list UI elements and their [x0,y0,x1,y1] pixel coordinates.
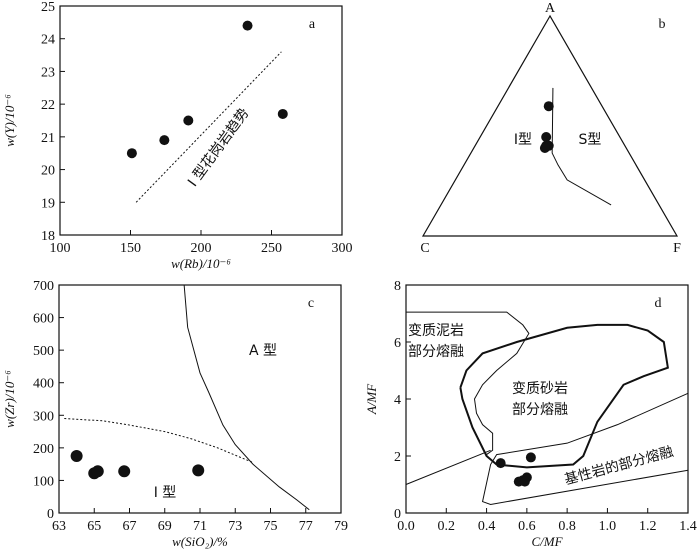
panel-label: b [659,17,666,32]
y-tick-label: 25 [41,0,55,15]
data-point [91,465,104,478]
x-tick-label: 0.4 [478,519,496,534]
vertex-label-c: C [420,241,429,256]
y-tick-label: 300 [33,409,54,424]
y-tick-label: 400 [33,377,54,392]
panel-label: c [308,296,314,311]
vertex-label-a: A [545,1,556,16]
i-type-trend-line [135,51,282,203]
y-tick-label: 4 [394,393,401,408]
data-point [519,476,530,487]
y-tick-label: 6 [394,336,401,351]
data-point [277,108,288,119]
vertex-label-f: F [673,241,681,256]
data-point [183,115,194,126]
x-tick-label: 77 [299,519,313,534]
field-label-i-type: I型 [514,132,532,148]
x-tick-label: 0.2 [438,519,456,534]
y-axis-label: A/MF [364,383,379,415]
y-tick-label: 600 [33,312,54,327]
y-tick-label: 100 [33,474,54,489]
data-point [495,458,506,469]
x-tick-label: 0.8 [558,519,576,534]
i-s-boundary-line [551,87,612,206]
x-tick-label: 250 [261,241,282,256]
x-axis-label: C/MF [531,534,563,549]
plot-frame-d [405,284,689,514]
x-tick-label: 73 [228,519,242,534]
y-tick-label: 21 [41,131,55,146]
region-label: 变质砂岩 [512,381,568,397]
x-tick-label: 69 [158,519,172,534]
field-label-i-type: I 型 [154,485,177,501]
x-tick-label: 67 [123,519,137,534]
y-axis-label: w(Zr)/10⁻⁶ [2,370,17,428]
data-point [159,135,170,146]
x-tick-label: 63 [52,519,66,534]
region-mafic [481,392,689,505]
field-label-a-type: A 型 [249,343,277,359]
y-tick-label: 2 [394,450,401,465]
y-tick-label: 500 [33,344,54,359]
plot-frame-c [58,284,342,514]
x-tick-label: 1.4 [679,519,697,534]
x-axis-label: w(SiO₂)/% [172,534,228,549]
y-tick-label: 8 [394,279,401,294]
x-tick-label: 0.0 [397,519,415,534]
x-tick-label: 300 [332,241,353,256]
x-tick-label: 150 [120,241,141,256]
data-point [242,20,253,31]
x-tick-label: 0.6 [518,519,536,534]
region-label: 部分熔融 [408,344,464,360]
y-tick-label: 22 [41,98,55,113]
ternary-triangle [421,14,679,237]
x-tick-label: 1.2 [639,519,657,534]
plot-frame-a [59,5,343,236]
x-tick-label: 200 [191,241,212,256]
region-label: 部分熔融 [512,402,568,418]
data-point [541,132,552,142]
i-type-dashed-boundary [64,418,254,463]
x-tick-label: 75 [264,519,278,534]
x-axis-label: w(Rb)/10⁻⁶ [171,256,231,271]
y-tick-label: 0 [394,507,401,522]
trend-line-label: I 型花岗岩趋势 [185,105,252,189]
panel-label: a [309,17,316,32]
y-tick-label: 19 [41,196,55,211]
y-tick-label: 200 [33,442,54,457]
data-point [543,101,554,112]
data-point [70,450,83,462]
data-point [539,143,550,153]
y-tick-label: 24 [41,33,55,48]
dividing-line [405,449,491,485]
data-point [192,464,205,477]
y-tick-label: 0 [47,507,54,522]
region-label: 基性岩的部分熔融 [563,443,676,488]
y-tick-label: 20 [41,164,55,179]
region-label: 变质泥岩 [408,323,464,339]
x-tick-label: 79 [334,519,348,534]
region-metagreywacke [459,323,669,469]
y-axis-label: w(Y)/10⁻⁶ [2,94,17,147]
y-tick-label: 700 [33,279,54,294]
data-point [126,148,137,159]
data-point [525,452,536,463]
x-tick-label: 71 [193,519,207,534]
data-point [118,465,131,478]
x-tick-label: 1.0 [599,519,617,534]
region-metapelite [406,311,530,455]
y-tick-label: 18 [41,229,55,244]
panel-label: d [655,296,662,311]
x-tick-label: 100 [50,241,71,256]
x-tick-label: 65 [87,519,101,534]
y-tick-label: 23 [41,65,55,80]
a-type-boundary-line [183,284,310,511]
field-label-s-type: S型 [579,132,602,148]
